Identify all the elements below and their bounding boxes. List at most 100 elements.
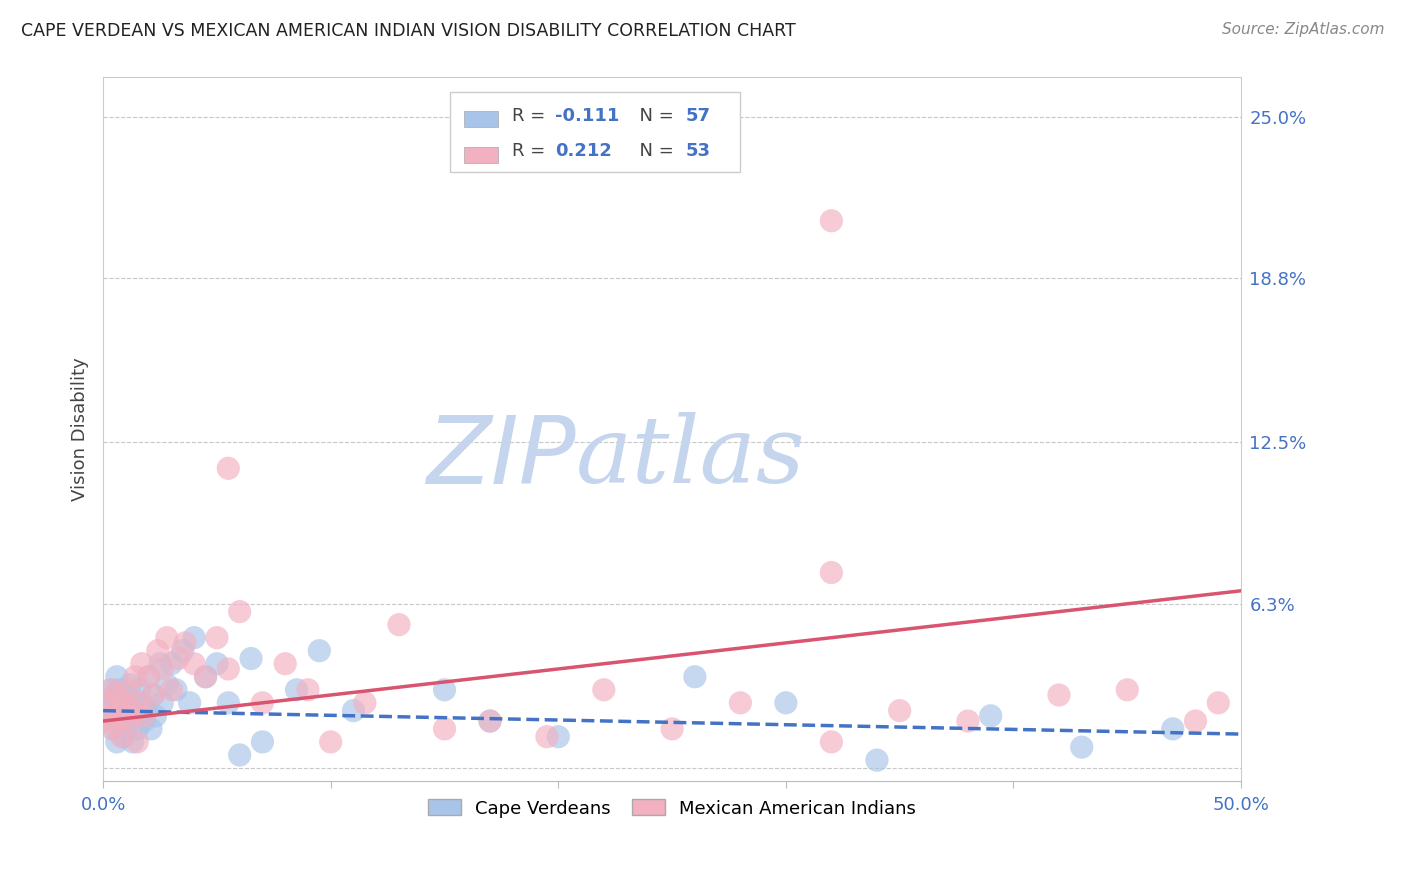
Point xyxy=(1047,688,1070,702)
Point xyxy=(146,643,169,657)
Point xyxy=(105,688,128,702)
Point xyxy=(353,696,375,710)
Text: ZIP: ZIP xyxy=(426,412,575,503)
Point xyxy=(127,722,149,736)
Point xyxy=(115,722,138,736)
Bar xyxy=(464,147,498,162)
Text: -0.111: -0.111 xyxy=(555,107,619,125)
Point xyxy=(228,605,250,619)
Y-axis label: Vision Disability: Vision Disability xyxy=(72,358,89,501)
Point xyxy=(165,682,187,697)
Point xyxy=(228,747,250,762)
Point xyxy=(160,682,183,697)
Point xyxy=(156,631,179,645)
Point xyxy=(820,213,842,227)
Point xyxy=(105,735,128,749)
Point xyxy=(820,735,842,749)
Point xyxy=(980,709,1002,723)
Point xyxy=(105,670,128,684)
Text: R =: R = xyxy=(512,107,551,125)
Point xyxy=(110,714,132,728)
Point xyxy=(297,682,319,697)
Point xyxy=(94,714,117,728)
Point xyxy=(252,735,274,749)
Legend: Cape Verdeans, Mexican American Indians: Cape Verdeans, Mexican American Indians xyxy=(420,792,924,825)
Point xyxy=(149,657,172,671)
Bar xyxy=(464,112,498,128)
Point xyxy=(115,688,138,702)
Point xyxy=(174,636,197,650)
Point xyxy=(308,643,330,657)
Point xyxy=(128,682,150,697)
Point xyxy=(172,643,194,657)
Point xyxy=(145,709,167,723)
Point xyxy=(108,704,131,718)
Text: N =: N = xyxy=(627,142,679,160)
Text: R =: R = xyxy=(512,142,551,160)
Point xyxy=(150,696,173,710)
Point xyxy=(98,682,121,697)
Point xyxy=(112,709,135,723)
Point xyxy=(139,722,162,736)
Point xyxy=(592,682,614,697)
Point xyxy=(115,709,138,723)
Point xyxy=(205,631,228,645)
FancyBboxPatch shape xyxy=(450,92,741,172)
Point xyxy=(285,682,308,697)
Text: Source: ZipAtlas.com: Source: ZipAtlas.com xyxy=(1222,22,1385,37)
Point xyxy=(110,730,132,744)
Point xyxy=(775,696,797,710)
Point xyxy=(150,662,173,676)
Point xyxy=(205,657,228,671)
Text: atlas: atlas xyxy=(575,412,804,502)
Point xyxy=(131,696,153,710)
Point xyxy=(132,714,155,728)
Text: 57: 57 xyxy=(686,107,711,125)
Text: 53: 53 xyxy=(686,142,711,160)
Point xyxy=(167,651,190,665)
Point xyxy=(217,662,239,676)
Point xyxy=(388,617,411,632)
Point xyxy=(142,688,165,702)
Point xyxy=(183,631,205,645)
Point xyxy=(112,730,135,744)
Point xyxy=(117,682,139,697)
Point xyxy=(120,677,142,691)
Point xyxy=(183,657,205,671)
Point xyxy=(97,704,120,718)
Point xyxy=(121,696,143,710)
Point xyxy=(103,722,125,736)
Point xyxy=(121,704,143,718)
Point xyxy=(103,709,125,723)
Point xyxy=(1161,722,1184,736)
Point xyxy=(97,696,120,710)
Text: 0.212: 0.212 xyxy=(555,142,612,160)
Point xyxy=(156,677,179,691)
Point xyxy=(101,682,124,697)
Point xyxy=(274,657,297,671)
Point xyxy=(103,688,125,702)
Point xyxy=(820,566,842,580)
Point xyxy=(110,696,132,710)
Point xyxy=(240,651,263,665)
Point xyxy=(536,730,558,744)
Point xyxy=(132,709,155,723)
Point xyxy=(956,714,979,728)
Point xyxy=(1070,740,1092,755)
Point xyxy=(135,704,157,718)
Point xyxy=(124,670,146,684)
Point xyxy=(101,696,124,710)
Point xyxy=(661,722,683,736)
Point xyxy=(319,735,342,749)
Point xyxy=(889,704,911,718)
Point xyxy=(217,696,239,710)
Point xyxy=(121,735,143,749)
Point xyxy=(1116,682,1139,697)
Point xyxy=(117,704,139,718)
Point xyxy=(108,704,131,718)
Point xyxy=(160,657,183,671)
Point xyxy=(120,714,142,728)
Text: CAPE VERDEAN VS MEXICAN AMERICAN INDIAN VISION DISABILITY CORRELATION CHART: CAPE VERDEAN VS MEXICAN AMERICAN INDIAN … xyxy=(21,22,796,40)
Point xyxy=(138,670,160,684)
Point xyxy=(94,709,117,723)
